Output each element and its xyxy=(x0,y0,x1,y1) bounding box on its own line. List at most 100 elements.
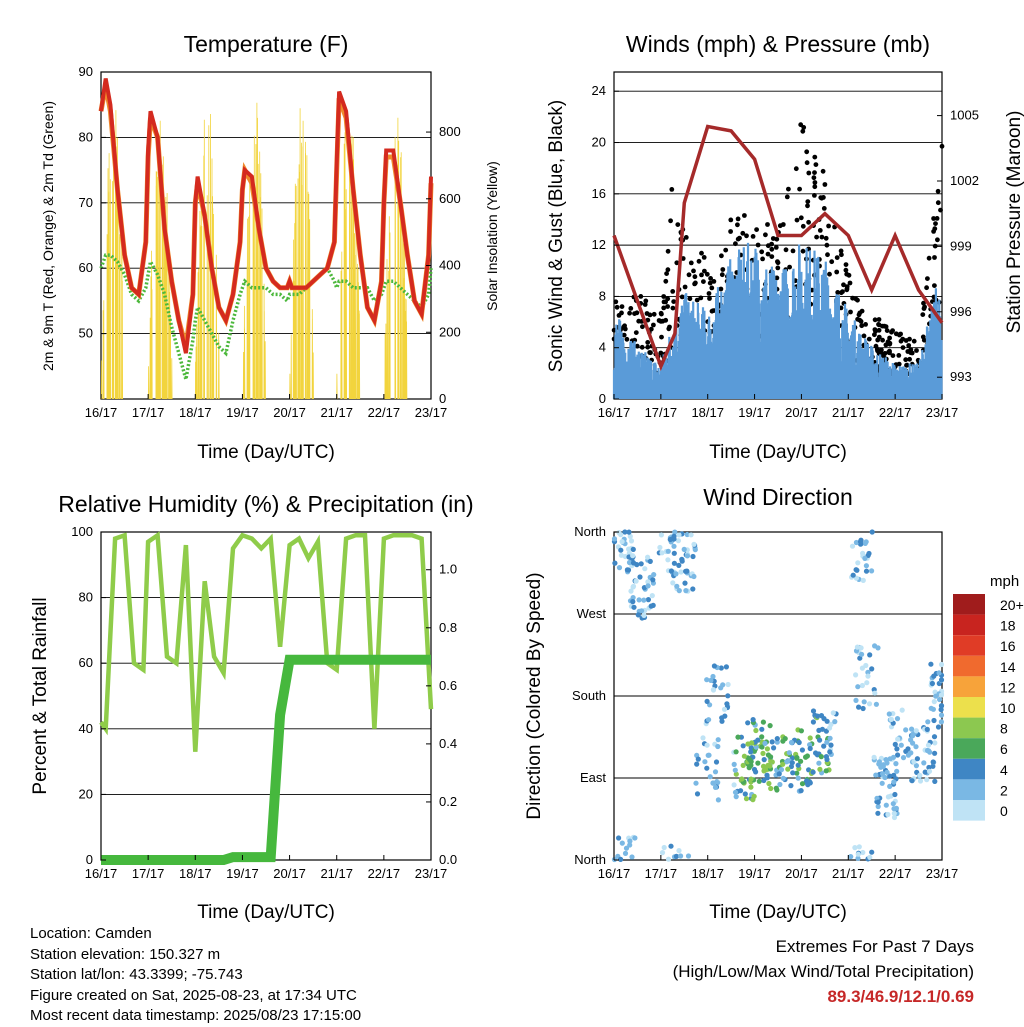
legend-label: 0 xyxy=(1000,803,1008,819)
direction-point xyxy=(891,772,897,778)
direction-point xyxy=(676,848,682,854)
gust-point xyxy=(701,279,706,284)
gust-point xyxy=(670,289,676,294)
direction-point xyxy=(804,778,810,784)
direction-point xyxy=(760,763,767,770)
direction-point xyxy=(932,778,938,785)
gust-point xyxy=(669,187,675,192)
direction-point xyxy=(782,736,788,742)
gust-point xyxy=(814,234,819,240)
direction-point xyxy=(623,845,630,851)
direction-point xyxy=(676,532,682,538)
humidity-xtick-label: 19/17 xyxy=(226,866,259,881)
direction-xtick-label: 19/17 xyxy=(738,866,771,881)
gust-point xyxy=(790,248,796,254)
direction-point xyxy=(859,651,865,657)
direction-point xyxy=(804,753,811,759)
direction-point xyxy=(898,742,904,748)
direction-point xyxy=(867,652,873,658)
direction-point xyxy=(852,845,858,851)
direction-xtick-label: 23/17 xyxy=(926,866,959,881)
direction-point xyxy=(671,543,677,549)
direction-point xyxy=(628,538,635,544)
winds-y2tick-label: 993 xyxy=(950,369,972,384)
gust-point xyxy=(773,245,779,250)
sonic-wind-series xyxy=(612,242,943,399)
direction-point xyxy=(794,770,800,776)
legend-label: 10 xyxy=(1000,700,1016,716)
direction-point xyxy=(859,665,866,671)
direction-point xyxy=(875,803,881,810)
gust-point xyxy=(812,170,817,176)
direction-point xyxy=(903,727,909,733)
gust-point xyxy=(875,337,881,343)
direction-point xyxy=(853,539,860,546)
station-info: Location: Camden Station elevation: 150.… xyxy=(30,924,361,1027)
gust-point xyxy=(665,248,671,254)
winds-ytick-label: 24 xyxy=(592,83,606,98)
winds-ylabel: Sonic Wind & Gust (Blue, Black) xyxy=(546,100,567,372)
gust-point xyxy=(898,338,904,344)
direction-point xyxy=(748,749,754,755)
gust-point xyxy=(935,237,940,243)
direction-point xyxy=(857,655,863,661)
gust-point xyxy=(806,219,811,225)
direction-point xyxy=(630,583,637,589)
temperature-ytick-label: 70 xyxy=(79,195,93,210)
gust-point xyxy=(909,350,915,356)
humidity-xtick-label: 16/17 xyxy=(85,866,118,881)
direction-point xyxy=(658,532,665,538)
winds-ytick-label: 4 xyxy=(599,340,606,355)
direction-point xyxy=(724,701,730,707)
gust-point xyxy=(847,280,853,286)
gust-point xyxy=(693,280,698,286)
direction-point xyxy=(671,550,677,556)
gust-point xyxy=(682,284,688,290)
gust-point xyxy=(648,350,653,356)
gust-point xyxy=(938,207,943,213)
gust-point xyxy=(763,232,768,238)
gust-point xyxy=(639,344,645,350)
direction-point xyxy=(810,708,817,714)
direction-point xyxy=(810,769,816,775)
humidity-xtick-label: 23/17 xyxy=(415,866,448,881)
gust-point xyxy=(699,250,704,256)
direction-point xyxy=(925,742,932,748)
direction-point xyxy=(622,529,628,535)
direction-point xyxy=(853,697,859,704)
gust-point xyxy=(644,311,650,316)
direction-point xyxy=(760,719,767,725)
legend-label: 14 xyxy=(1000,659,1016,675)
humidity-xtick-label: 17/17 xyxy=(132,866,165,881)
direction-point xyxy=(931,699,937,705)
direction-point xyxy=(887,773,893,779)
extremes-subtitle: (High/Low/Max Wind/Total Precipitation) xyxy=(672,962,974,981)
direction-point xyxy=(733,794,739,800)
direction-point xyxy=(867,854,873,860)
gust-point xyxy=(805,203,810,209)
gust-point xyxy=(872,317,878,323)
direction-point xyxy=(628,588,634,594)
direction-point xyxy=(627,842,633,848)
legend-swatch xyxy=(953,800,985,821)
direction-point xyxy=(798,728,805,734)
direction-point xyxy=(768,785,774,792)
direction-point xyxy=(732,767,738,773)
direction-point xyxy=(821,743,827,749)
humidity-y2tick-label: 0.6 xyxy=(439,678,457,693)
direction-point xyxy=(774,736,780,742)
winds-y2tick-label: 1002 xyxy=(950,173,979,188)
direction-point xyxy=(928,661,934,667)
direction-point xyxy=(678,569,684,575)
direction-point xyxy=(637,574,643,580)
direction-point xyxy=(866,701,873,707)
direction-point xyxy=(762,740,768,747)
gust-point xyxy=(907,356,912,362)
gust-point xyxy=(931,216,936,221)
gust-point xyxy=(750,234,756,239)
direction-point xyxy=(864,680,870,686)
direction-point xyxy=(908,750,914,756)
gust-point xyxy=(853,296,859,302)
gust-point xyxy=(661,299,667,305)
direction-point xyxy=(712,769,719,775)
